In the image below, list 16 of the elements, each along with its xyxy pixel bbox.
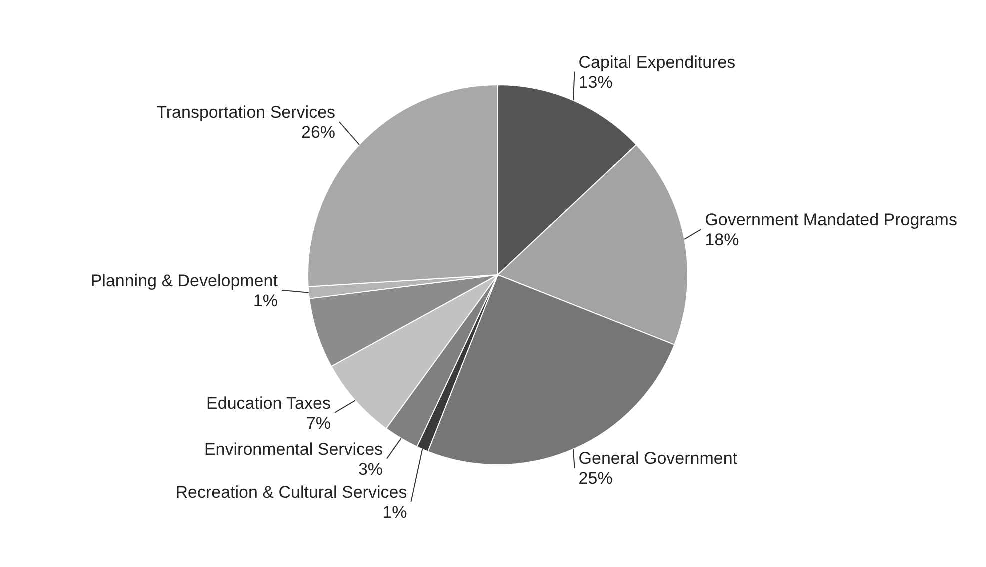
slice-label: Environmental Services bbox=[204, 440, 384, 459]
data-label: 18% bbox=[705, 230, 740, 250]
slice-label: Recreation & Cultural Services bbox=[176, 482, 408, 502]
data-label: 13% bbox=[578, 72, 613, 92]
data-label: 25% bbox=[578, 469, 613, 488]
slice-label: Government Mandated Programs bbox=[705, 210, 958, 230]
data-label: 26% bbox=[302, 123, 336, 142]
data-label: 1% bbox=[253, 291, 278, 310]
data-label: 1% bbox=[382, 502, 408, 522]
slice-label: Planning & Development bbox=[90, 271, 278, 290]
slice-label: General Government bbox=[578, 449, 738, 468]
slice-label: Capital Expenditures bbox=[578, 52, 736, 72]
slice-label: Transportation Services bbox=[156, 103, 336, 122]
slice-label: Education Taxes bbox=[206, 394, 331, 413]
data-label: 7% bbox=[306, 414, 331, 433]
data-label: 3% bbox=[358, 460, 384, 479]
